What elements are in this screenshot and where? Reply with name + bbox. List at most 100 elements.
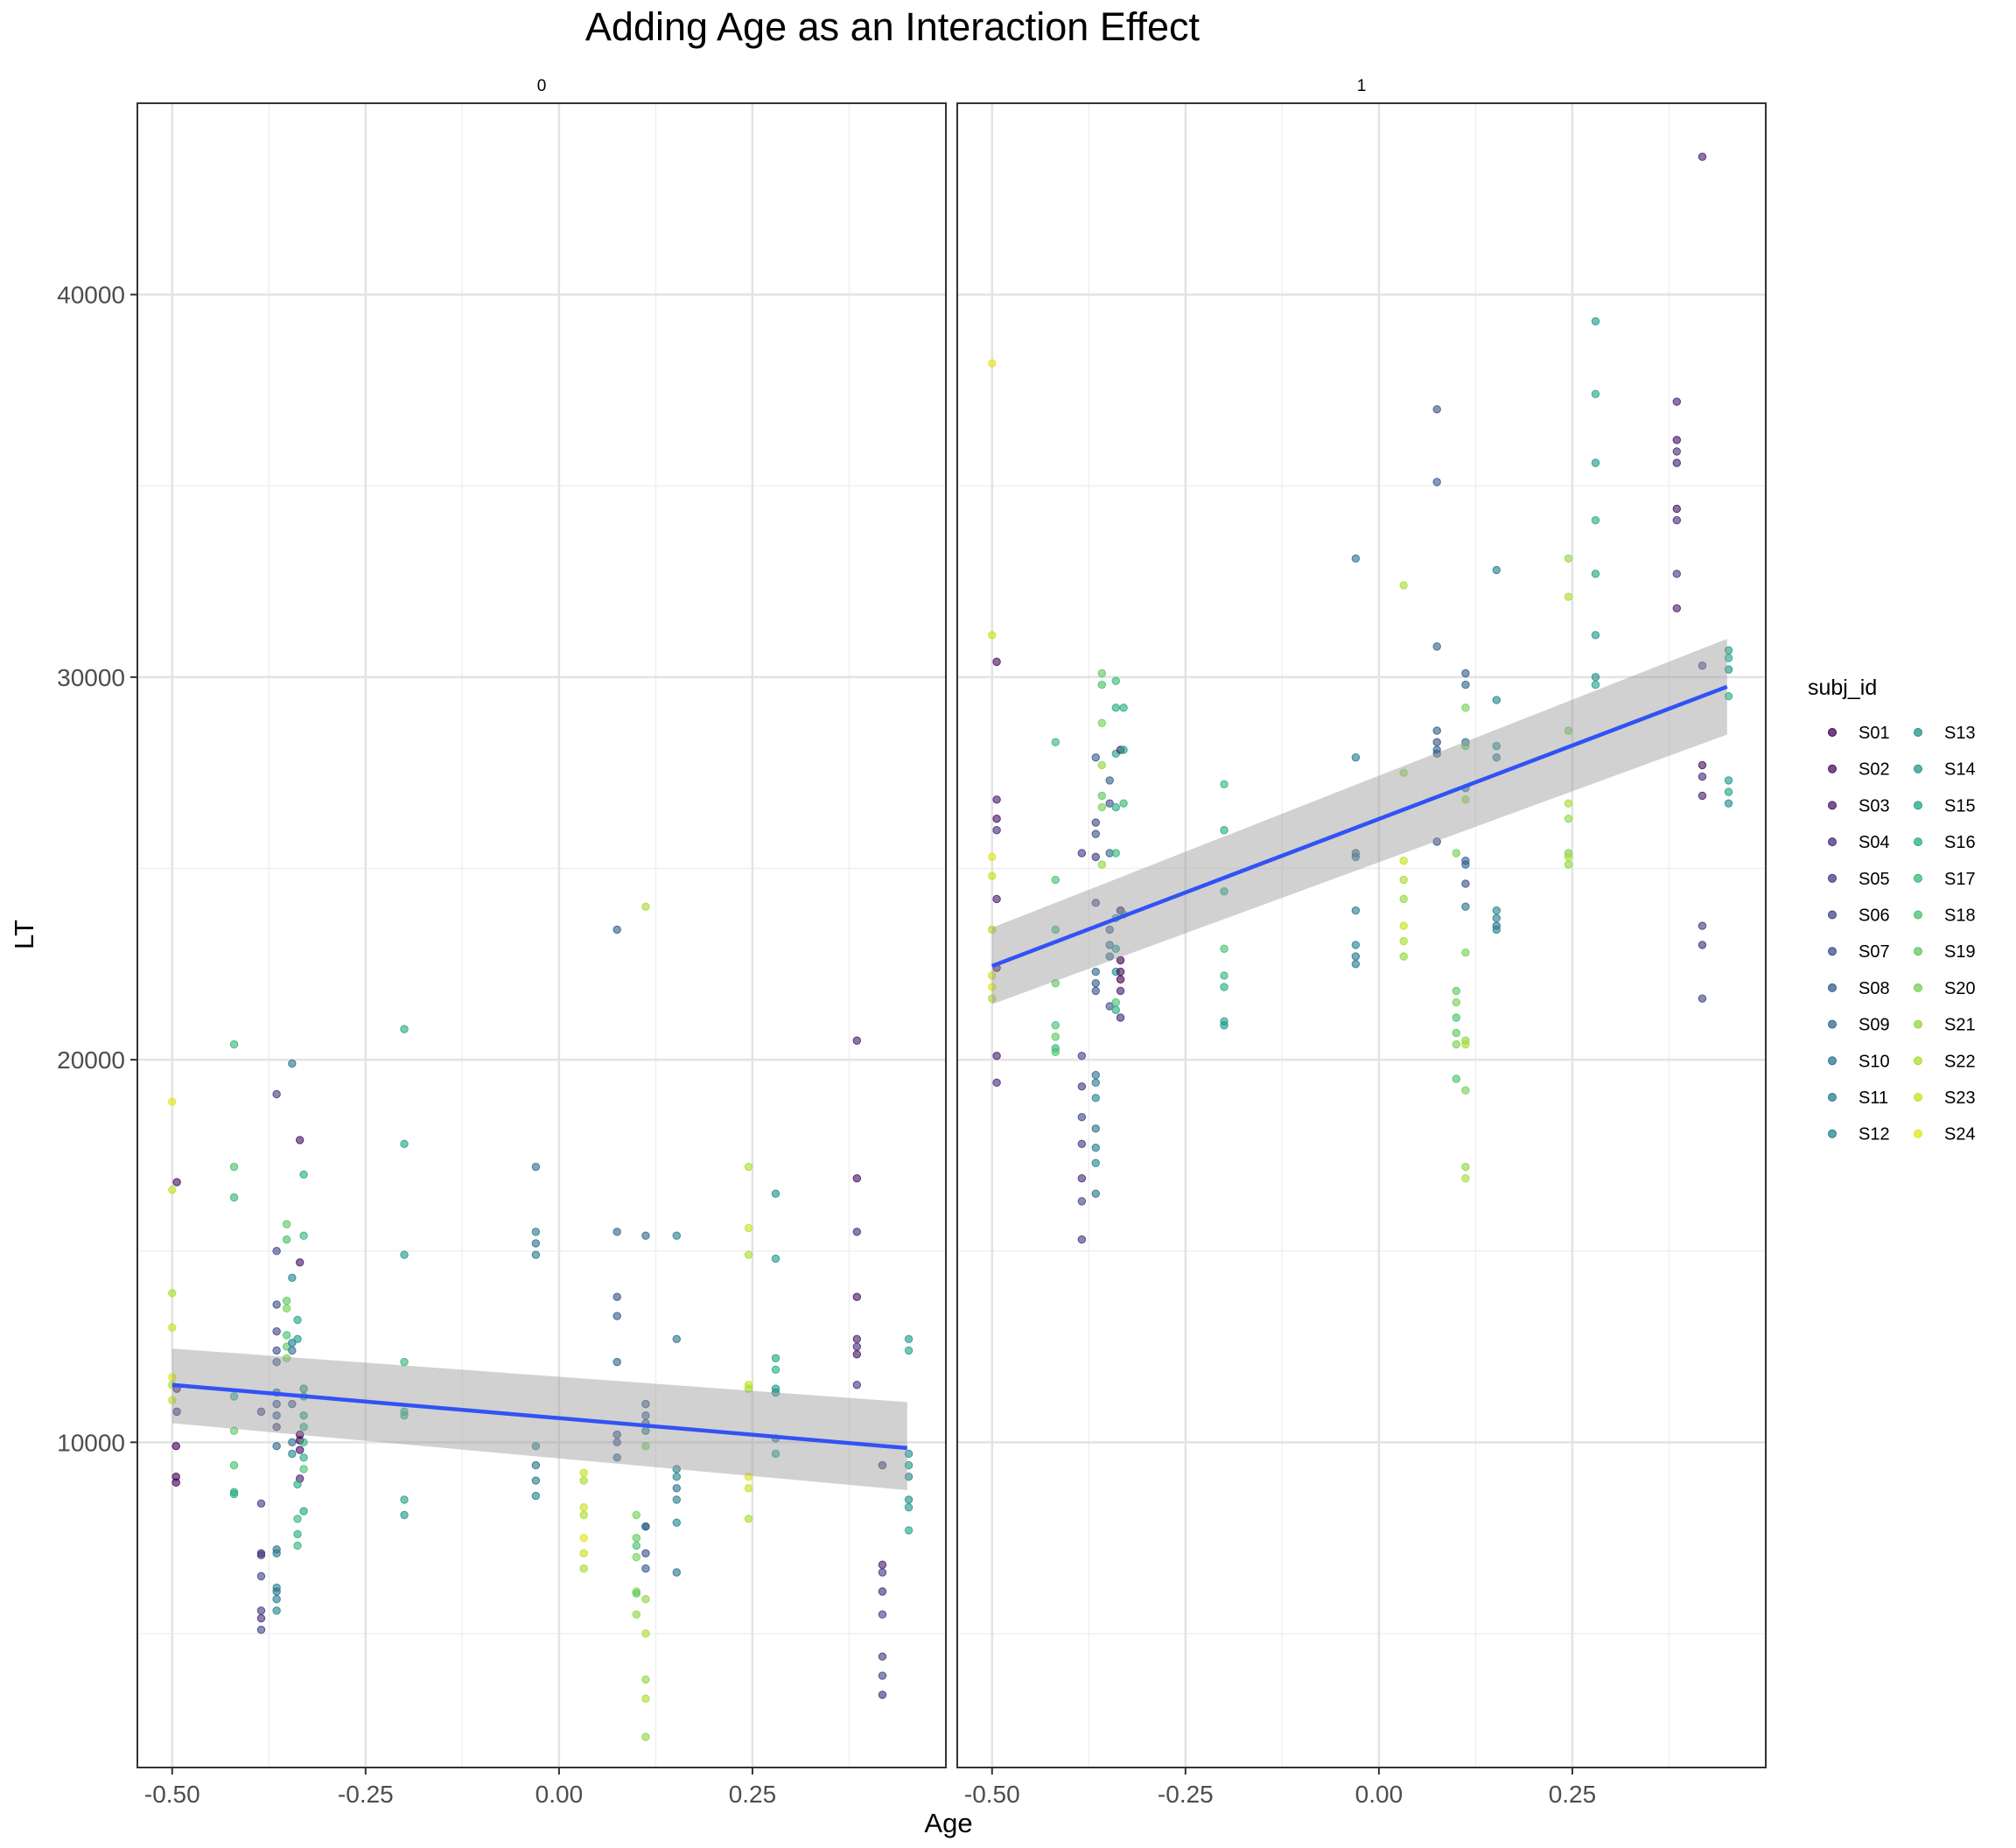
data-point (531, 1476, 541, 1485)
data-point (641, 1399, 650, 1409)
data-point (1119, 746, 1128, 754)
data-point (229, 1392, 239, 1401)
data-point (744, 1223, 753, 1233)
data-point (744, 1250, 753, 1259)
data-point (1698, 791, 1707, 801)
x-tick-label: 0.25 (729, 1781, 777, 1808)
data-point (632, 1510, 641, 1520)
data-point (579, 1502, 588, 1512)
legend-key (1828, 728, 1837, 737)
x-tick-label: -0.50 (144, 1781, 200, 1808)
data-point (1105, 776, 1114, 785)
data-point (1564, 852, 1573, 862)
data-point (1351, 960, 1361, 969)
legend-key (1914, 1129, 1922, 1138)
data-point (1492, 925, 1501, 934)
data-point (641, 1231, 650, 1240)
x-tick-label: -0.50 (964, 1781, 1020, 1808)
data-point (1564, 799, 1573, 808)
data-point (1105, 925, 1114, 934)
data-point (579, 1510, 588, 1520)
data-point (272, 1594, 281, 1604)
data-point (1432, 837, 1441, 846)
data-point (1077, 1173, 1087, 1183)
data-point (1591, 673, 1600, 682)
data-point (272, 1089, 281, 1099)
data-point (1220, 826, 1228, 835)
legend-key (1828, 837, 1837, 847)
facet-panel-1: 1 -0.50 -0.25 0.00 0.25 (956, 77, 1767, 1808)
data-point (1432, 478, 1441, 486)
data-point (1452, 1028, 1461, 1038)
data-point (1672, 458, 1682, 467)
data-point (229, 1426, 239, 1435)
data-point (282, 1354, 291, 1362)
data-point (272, 1357, 281, 1367)
data-point (1091, 852, 1100, 862)
data-point (641, 1549, 650, 1558)
data-point (992, 1078, 1001, 1088)
legend: subj_id S01 S02 S03 S04 S05 S06 S07 S08 S09 S10 S1… (1808, 676, 1976, 1144)
y-axis-label: LT (9, 920, 39, 949)
x-tick-label: 0.00 (1355, 1781, 1404, 1808)
data-point (878, 1690, 887, 1699)
data-point (1432, 749, 1441, 759)
data-point (1351, 952, 1361, 961)
data-point (282, 1331, 291, 1340)
data-point (256, 1614, 266, 1623)
data-point (1091, 967, 1100, 976)
data-point (1399, 581, 1408, 590)
data-point (904, 1502, 914, 1512)
data-point (1564, 814, 1573, 823)
data-point (299, 1438, 308, 1447)
data-point (1452, 986, 1461, 996)
data-point (612, 1312, 621, 1320)
data-point (1091, 978, 1100, 988)
data-point (1105, 952, 1114, 961)
data-point (1698, 760, 1707, 770)
data-point (771, 1254, 780, 1264)
x-tick-label: 0.25 (1549, 1781, 1597, 1808)
data-point (1492, 696, 1501, 704)
data-point (1116, 1013, 1125, 1022)
data-point (1432, 738, 1441, 746)
y-tick-label: 20000 (57, 1046, 125, 1074)
data-point (852, 1334, 862, 1343)
data-point (878, 1587, 887, 1596)
legend-label: S21 (1944, 1016, 1976, 1035)
data-point (1051, 925, 1060, 934)
data-point (272, 1247, 281, 1256)
data-point (878, 1460, 887, 1470)
data-point (1091, 830, 1100, 838)
data-point (1111, 704, 1120, 712)
data-point (744, 1384, 753, 1393)
data-point (672, 1495, 681, 1504)
y-tick-label: 40000 (57, 282, 125, 309)
data-point (612, 1453, 621, 1462)
data-points (988, 152, 1733, 1244)
legend-key (1914, 873, 1922, 883)
data-point (1077, 1082, 1087, 1091)
data-point (256, 1606, 266, 1615)
data-point (1091, 1078, 1100, 1088)
data-point (1351, 554, 1361, 564)
data-point (744, 1484, 753, 1493)
legend-label: S18 (1944, 906, 1976, 926)
legend-key (1914, 764, 1922, 774)
data-point (1111, 944, 1120, 954)
data-point (641, 1694, 650, 1703)
legend-label: S09 (1858, 1016, 1890, 1035)
data-point (988, 971, 997, 980)
data-point (1452, 1013, 1461, 1022)
data-point (1091, 1070, 1100, 1080)
data-point (771, 1354, 780, 1362)
data-point (852, 1173, 862, 1183)
data-point (1077, 1235, 1087, 1244)
data-point (1564, 726, 1573, 735)
data-point (256, 1625, 266, 1634)
data-point (1492, 906, 1501, 915)
data-point (400, 1510, 409, 1520)
data-point (1220, 971, 1228, 980)
data-point (852, 1350, 862, 1359)
data-point (256, 1407, 266, 1417)
